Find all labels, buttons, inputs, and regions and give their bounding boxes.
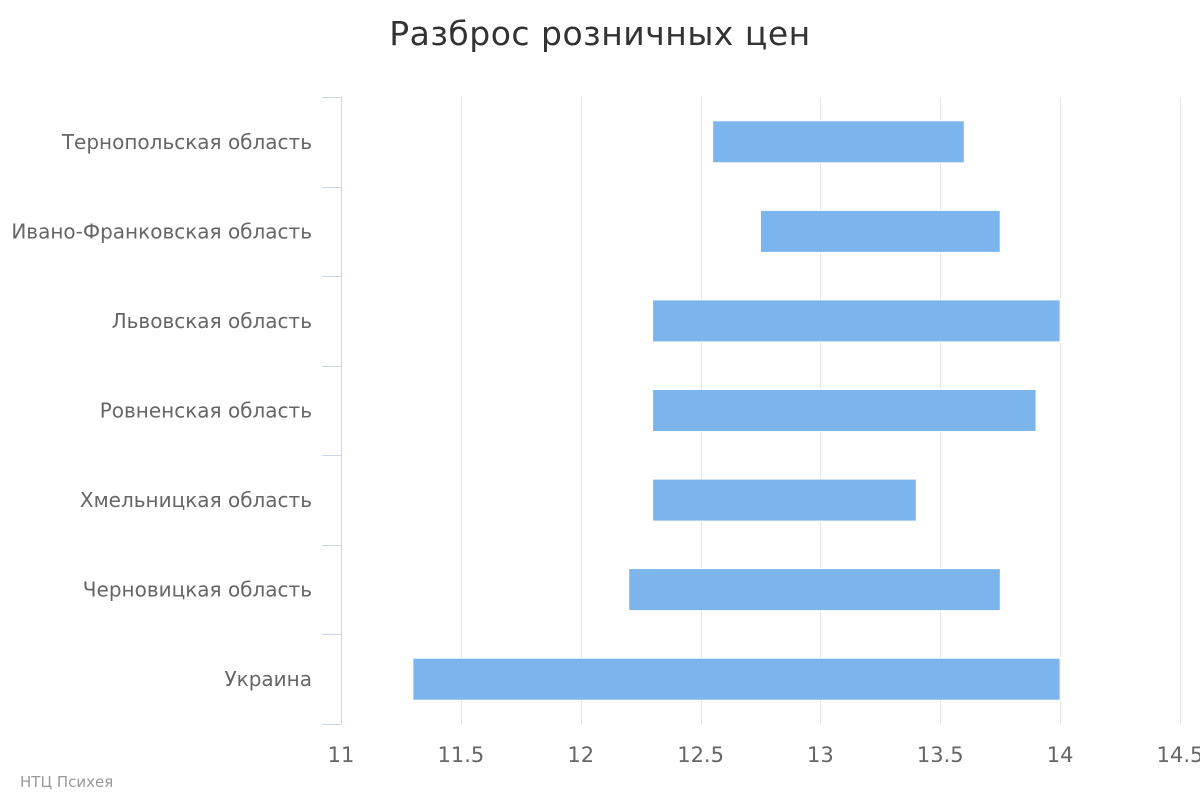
range-bar [412,657,1061,701]
category-label: Украина [224,667,312,691]
range-bar [652,389,1037,432]
x-tick-label: 14 [1047,743,1074,767]
category-axis [322,97,342,725]
credits-text: НТЦ Психея [20,773,114,791]
x-axis-tick-labels: 11 11.5 12 12.5 13 13.5 14 14.5 [328,743,1200,767]
category-label: Тернопольская область [61,130,312,154]
x-tick-label: 13 [807,743,834,767]
x-tick-label: 11 [328,743,355,767]
x-tick-label: 12.5 [677,743,724,767]
range-bar [712,120,965,164]
category-label: Ивано-Франковская область [11,219,312,243]
x-tick-label: 11.5 [438,743,485,767]
category-label: Ровненская область [100,399,312,423]
x-tick-label: 14.5 [1157,743,1200,767]
x-tick-label: 13.5 [917,743,964,767]
range-bar [652,478,917,522]
chart-title: Разброс розничных цен [389,14,811,53]
category-label: Хмельницкая область [80,488,312,512]
category-labels: Тернопольская область Ивано-Франковская о… [11,130,312,691]
bars [412,120,1061,701]
range-bar [652,299,1061,343]
range-bar [628,568,1001,612]
category-label: Черновицкая область [83,578,312,602]
x-tick-label: 12 [567,743,594,767]
range-bar [760,209,1001,253]
category-label: Львовская область [112,309,312,333]
